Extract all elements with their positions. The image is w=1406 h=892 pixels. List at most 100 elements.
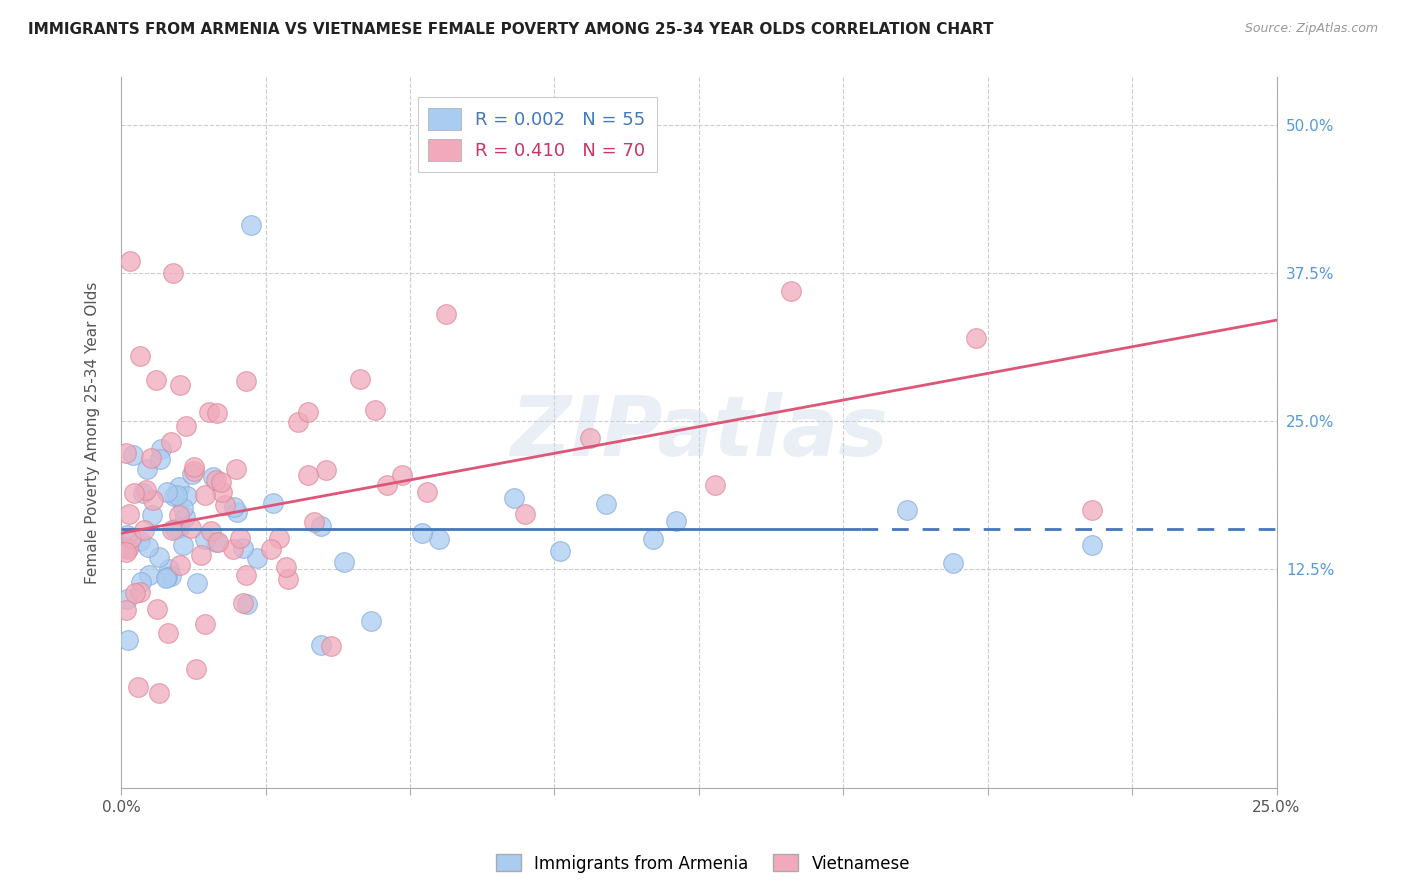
Point [128, 584, 150, 599]
Point [595, 497, 617, 511]
Point [364, 402, 387, 417]
Point [162, 266, 184, 280]
Point [186, 662, 208, 676]
Point [136, 540, 159, 554]
Point [167, 521, 190, 535]
Point [194, 533, 217, 547]
Point [148, 686, 170, 700]
Point [176, 489, 198, 503]
Point [427, 533, 450, 547]
Point [287, 415, 309, 429]
Point [172, 538, 194, 552]
Point [157, 562, 180, 576]
Legend: R = 0.002   N = 55, R = 0.410   N = 70: R = 0.002 N = 55, R = 0.410 N = 70 [418, 97, 657, 172]
Point [124, 485, 146, 500]
Point [166, 488, 188, 502]
Point [896, 502, 918, 516]
Point [229, 532, 252, 546]
Point [211, 484, 233, 499]
Point [124, 586, 146, 600]
Legend: Immigrants from Armenia, Vietnamese: Immigrants from Armenia, Vietnamese [489, 847, 917, 880]
Point [183, 460, 205, 475]
Point [167, 480, 190, 494]
Point [145, 373, 167, 387]
Point [156, 570, 179, 584]
Point [205, 406, 228, 420]
Point [513, 507, 536, 521]
Point [267, 531, 290, 545]
Point [309, 638, 332, 652]
Point [114, 540, 136, 554]
Point [141, 508, 163, 522]
Point [148, 549, 170, 564]
Point [277, 572, 299, 586]
Point [169, 378, 191, 392]
Point [117, 542, 139, 557]
Point [156, 485, 179, 500]
Point [202, 470, 225, 484]
Point [260, 542, 283, 557]
Point [150, 442, 173, 456]
Point [190, 548, 212, 562]
Point [375, 478, 398, 492]
Point [200, 524, 222, 538]
Point [214, 498, 236, 512]
Point [236, 597, 259, 611]
Point [204, 534, 226, 549]
Point [704, 478, 727, 492]
Point [198, 405, 221, 419]
Point [146, 601, 169, 615]
Point [134, 524, 156, 538]
Point [174, 418, 197, 433]
Point [1080, 538, 1102, 552]
Point [186, 576, 208, 591]
Point [165, 522, 187, 536]
Point [129, 349, 152, 363]
Point [245, 551, 267, 566]
Point [120, 254, 142, 268]
Point [129, 575, 152, 590]
Point [411, 526, 433, 541]
Point [360, 615, 382, 629]
Point [321, 639, 343, 653]
Point [194, 488, 217, 502]
Point [1080, 502, 1102, 516]
Point [641, 532, 664, 546]
Point [222, 500, 245, 514]
Point [122, 448, 145, 462]
Point [225, 461, 247, 475]
Point [172, 500, 194, 515]
Point [183, 464, 205, 478]
Point [139, 450, 162, 465]
Point [665, 515, 688, 529]
Point [118, 507, 141, 521]
Point [309, 518, 332, 533]
Point [160, 524, 183, 538]
Point [115, 603, 138, 617]
Point [138, 567, 160, 582]
Point [349, 372, 371, 386]
Point [180, 521, 202, 535]
Point [156, 625, 179, 640]
Text: IMMIGRANTS FROM ARMENIA VS VIETNAMESE FEMALE POVERTY AMONG 25-34 YEAR OLDS CORRE: IMMIGRANTS FROM ARMENIA VS VIETNAMESE FE… [28, 22, 994, 37]
Point [180, 467, 202, 481]
Point [120, 531, 142, 545]
Point [205, 473, 228, 487]
Point [297, 467, 319, 482]
Point [315, 463, 337, 477]
Point [262, 496, 284, 510]
Point [115, 528, 138, 542]
Point [167, 508, 190, 522]
Point [114, 544, 136, 558]
Point [142, 492, 165, 507]
Point [117, 591, 139, 606]
Point [333, 555, 356, 569]
Text: Source: ZipAtlas.com: Source: ZipAtlas.com [1244, 22, 1378, 36]
Point [136, 461, 159, 475]
Point [127, 680, 149, 694]
Point [235, 568, 257, 582]
Point [302, 515, 325, 529]
Point [209, 475, 232, 489]
Point [117, 632, 139, 647]
Point [579, 431, 602, 445]
